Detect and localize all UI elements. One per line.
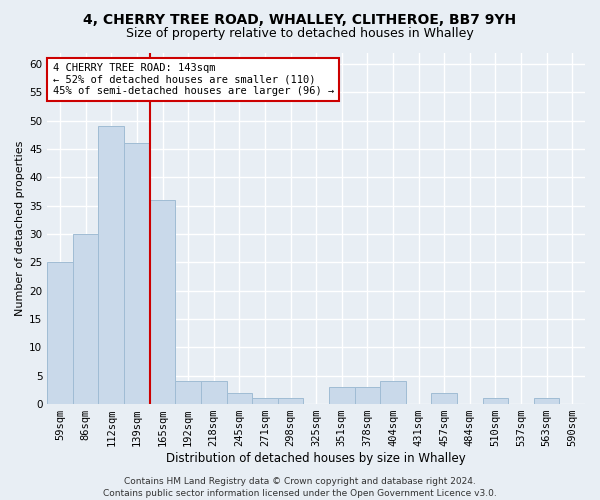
Bar: [329, 387, 355, 404]
Bar: [355, 387, 380, 404]
Text: Contains HM Land Registry data © Crown copyright and database right 2024.
Contai: Contains HM Land Registry data © Crown c…: [103, 476, 497, 498]
Bar: [47, 262, 73, 404]
Bar: [252, 398, 278, 404]
Bar: [124, 143, 150, 404]
Bar: [150, 200, 175, 404]
Bar: [201, 382, 227, 404]
Bar: [227, 392, 252, 404]
Y-axis label: Number of detached properties: Number of detached properties: [15, 140, 25, 316]
Text: 4, CHERRY TREE ROAD, WHALLEY, CLITHEROE, BB7 9YH: 4, CHERRY TREE ROAD, WHALLEY, CLITHEROE,…: [83, 12, 517, 26]
X-axis label: Distribution of detached houses by size in Whalley: Distribution of detached houses by size …: [166, 452, 466, 465]
Text: 4 CHERRY TREE ROAD: 143sqm
← 52% of detached houses are smaller (110)
45% of sem: 4 CHERRY TREE ROAD: 143sqm ← 52% of deta…: [53, 63, 334, 96]
Bar: [98, 126, 124, 404]
Bar: [482, 398, 508, 404]
Bar: [175, 382, 201, 404]
Bar: [534, 398, 559, 404]
Bar: [278, 398, 304, 404]
Bar: [431, 392, 457, 404]
Bar: [380, 382, 406, 404]
Text: Size of property relative to detached houses in Whalley: Size of property relative to detached ho…: [126, 28, 474, 40]
Bar: [73, 234, 98, 404]
